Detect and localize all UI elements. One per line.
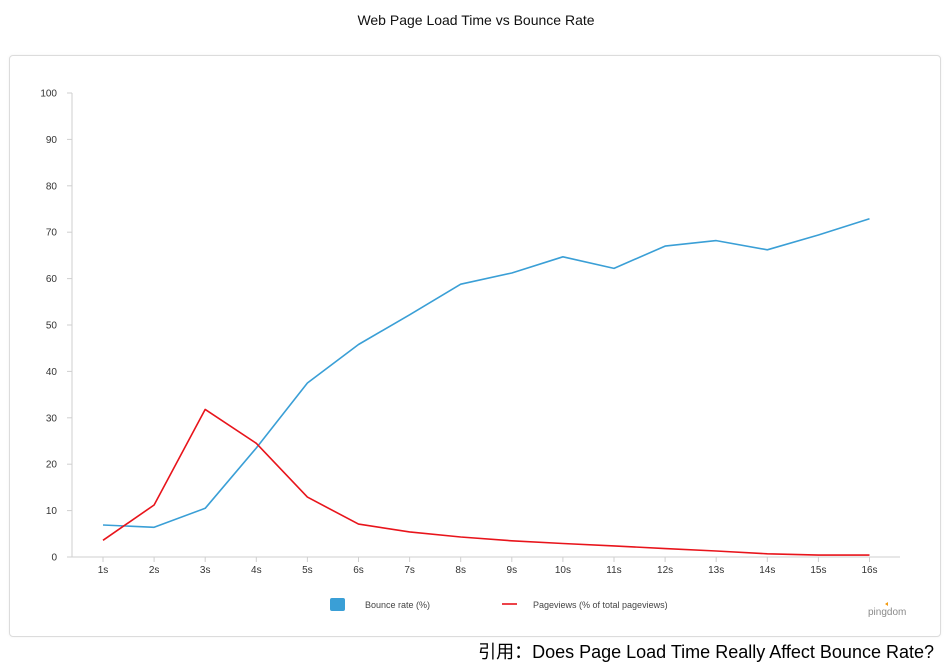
chart-card xyxy=(9,55,941,637)
pingdom-logo: pingdom xyxy=(868,602,906,618)
legend-label-bounce-rate: Bounce rate (%) xyxy=(365,600,430,610)
legend: Bounce rate (%) Pageviews (% of total pag… xyxy=(330,598,668,611)
pingdom-logo-text: pingdom xyxy=(868,607,906,618)
x-tick-label: 8s xyxy=(455,565,466,576)
y-tick-label: 60 xyxy=(46,274,58,285)
x-tick-label: 10s xyxy=(555,565,571,576)
x-tick-label: 15s xyxy=(810,565,826,576)
series-lines xyxy=(102,217,870,556)
y-tick-label: 80 xyxy=(46,181,58,192)
x-tick-label: 7s xyxy=(404,565,415,576)
y-tick-label: 0 xyxy=(51,553,57,564)
y-tick-label: 100 xyxy=(40,89,57,100)
bounce-rate-line xyxy=(102,217,870,529)
pingdom-logo-mark xyxy=(885,602,888,606)
x-tick-label: 6s xyxy=(353,565,364,576)
y-tick-label: 70 xyxy=(46,228,58,239)
x-tick-label: 3s xyxy=(200,565,211,576)
y-tick-label: 50 xyxy=(46,321,58,332)
x-tick-label: 12s xyxy=(657,565,673,576)
y-tick-label: 30 xyxy=(46,413,58,424)
pageviews-line xyxy=(102,408,870,556)
x-tick-label: 4s xyxy=(251,565,262,576)
legend-swatch-bounce-rate xyxy=(330,598,345,611)
y-axis-ticks: 0 10 20 30 40 50 60 70 80 90 100 xyxy=(40,89,72,564)
x-axis-ticks: 1s 2s 3s 4s 5s 6s 7s 8s 9s 10s 11s 12s 13s 14s 15s 16s xyxy=(98,557,878,576)
chart-axes xyxy=(71,93,900,558)
x-tick-label: 2s xyxy=(149,565,160,576)
x-tick-label: 5s xyxy=(302,565,313,576)
x-tick-label: 1s xyxy=(98,565,109,576)
x-tick-label: 9s xyxy=(507,565,518,576)
x-tick-label: 14s xyxy=(759,565,775,576)
y-tick-label: 90 xyxy=(46,135,58,146)
y-tick-label: 40 xyxy=(46,367,58,378)
citation-text: 引用：Does Page Load Time Really Affect Bou… xyxy=(478,642,934,662)
x-tick-label: 16s xyxy=(861,565,877,576)
chart-title: Web Page Load Time vs Bounce Rate xyxy=(357,12,595,28)
x-tick-label: 11s xyxy=(606,565,621,576)
y-tick-label: 10 xyxy=(46,506,58,517)
y-tick-label: 20 xyxy=(46,460,58,471)
legend-label-pageviews: Pageviews (% of total pageviews) xyxy=(533,600,668,610)
x-tick-label: 13s xyxy=(708,565,724,576)
